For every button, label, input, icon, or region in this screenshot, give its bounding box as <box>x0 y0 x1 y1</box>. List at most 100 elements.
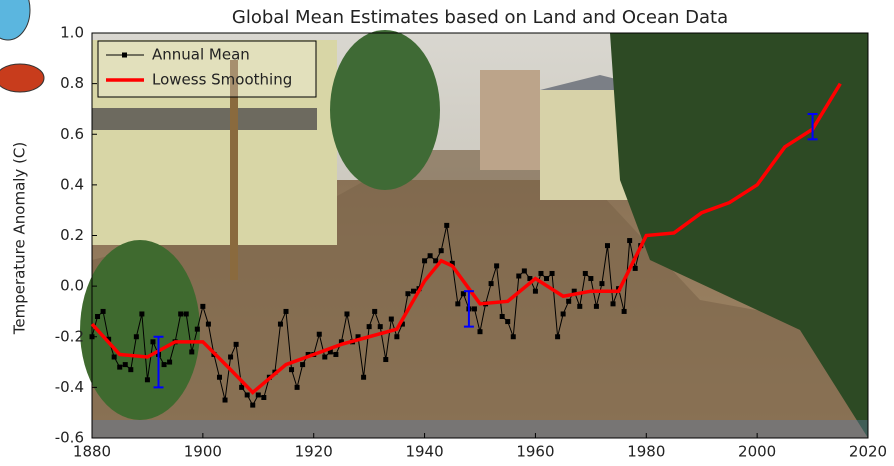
data-point <box>521 268 527 274</box>
data-point <box>544 276 550 282</box>
data-point <box>505 319 511 325</box>
x-tick-label: 2020 <box>849 443 887 461</box>
y-tick-label: 1.0 <box>60 24 84 42</box>
y-tick-label: 0.4 <box>60 175 84 193</box>
data-point <box>133 334 139 340</box>
y-tick-label: 0.2 <box>60 226 84 244</box>
legend-label: Annual Mean <box>152 46 250 64</box>
data-point <box>338 339 344 345</box>
data-point <box>610 301 616 307</box>
legend-label: Lowess Smoothing <box>152 71 292 89</box>
data-point <box>627 238 633 244</box>
data-point <box>316 331 322 337</box>
data-point <box>128 367 134 373</box>
legend-box <box>97 40 317 98</box>
data-point <box>289 367 295 373</box>
data-point <box>283 308 289 314</box>
x-tick-label: 1980 <box>627 443 665 461</box>
data-point <box>560 311 566 317</box>
data-point <box>150 339 156 345</box>
y-tick-label: -0.2 <box>55 327 84 345</box>
data-point <box>427 253 433 259</box>
data-point <box>228 354 234 360</box>
data-point <box>239 384 245 390</box>
data-point <box>355 334 361 340</box>
data-point <box>532 288 538 294</box>
x-tick-label: 2000 <box>738 443 776 461</box>
data-point <box>372 308 378 314</box>
data-point <box>599 281 605 287</box>
decoration <box>0 0 31 41</box>
data-point <box>322 354 328 360</box>
data-point <box>555 334 561 340</box>
data-point <box>183 311 189 317</box>
data-point <box>571 288 577 294</box>
data-point <box>261 395 267 400</box>
data-point <box>494 263 500 269</box>
smooth-line <box>90 82 842 395</box>
data-point <box>178 311 184 317</box>
data-point <box>488 281 494 287</box>
legend-marker <box>122 52 127 58</box>
data-point <box>588 276 594 282</box>
y-tick-label: 0.8 <box>60 74 84 92</box>
data-point <box>95 314 101 319</box>
data-point <box>455 301 461 307</box>
data-point <box>471 306 477 312</box>
legend: Annual Mean Lowess Smoothing <box>97 40 317 98</box>
data-point <box>460 291 466 297</box>
data-point <box>438 248 444 254</box>
data-point <box>100 308 106 314</box>
x-tick-label: 1920 <box>295 443 333 461</box>
error-bar <box>807 113 818 141</box>
data-point <box>89 334 95 340</box>
y-axis-label: Temperature Anomaly (C) <box>11 142 29 336</box>
y-tick-label: 0.6 <box>60 125 84 143</box>
data-point <box>449 260 455 266</box>
data-point <box>277 321 283 327</box>
x-tick-label: 1940 <box>405 443 443 461</box>
data-point <box>593 303 599 309</box>
data-point <box>305 351 311 357</box>
data-point <box>161 362 167 368</box>
data-point <box>549 270 555 276</box>
data-point <box>383 357 389 363</box>
x-tick-label: 1900 <box>184 443 222 461</box>
data-point <box>333 351 339 357</box>
data-point <box>250 402 256 408</box>
data-point <box>205 321 211 327</box>
data-point <box>444 222 450 228</box>
y-tick-label: -0.4 <box>55 378 84 396</box>
data-point <box>566 298 572 304</box>
x-tick-label: 1880 <box>73 443 111 461</box>
data-point <box>510 334 516 340</box>
data-point <box>144 377 150 383</box>
data-point <box>516 273 522 279</box>
data-point <box>433 258 439 264</box>
data-point <box>410 288 416 294</box>
data-point <box>527 276 533 282</box>
data-point <box>344 311 350 317</box>
data-point <box>604 243 610 249</box>
x-tick-label: 1960 <box>516 443 554 461</box>
data-point <box>117 364 123 370</box>
y-tick-label: 0.0 <box>60 277 84 295</box>
data-point <box>577 303 583 309</box>
data-point <box>361 374 367 380</box>
data-point <box>167 359 173 365</box>
decoration <box>0 63 45 93</box>
error-bar <box>463 290 474 328</box>
data-point <box>300 362 306 368</box>
data-point <box>399 321 405 327</box>
data-point <box>538 270 544 276</box>
data-point <box>189 349 195 355</box>
data-point <box>394 334 400 340</box>
error-bar <box>153 335 164 389</box>
data-point <box>233 341 239 347</box>
data-point <box>405 291 411 297</box>
data-point <box>244 392 250 398</box>
data-point <box>477 329 483 335</box>
data-point <box>200 303 206 309</box>
